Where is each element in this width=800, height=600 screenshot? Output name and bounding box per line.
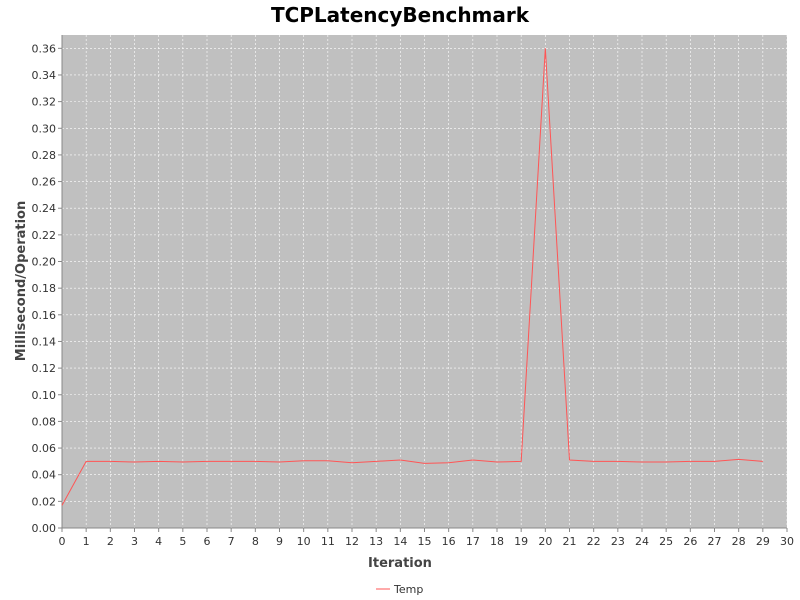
plot-area: [62, 35, 787, 528]
x-tick-label: 15: [418, 535, 432, 548]
x-tick-label: 0: [59, 535, 66, 548]
y-tick-label: 0.04: [32, 469, 57, 482]
y-axis-ticks: 0.00 0.02 0.04 0.06 0.08 0.10 0.12 0.14 0.16 0.18…: [32, 42, 62, 535]
y-tick-label: 0.08: [32, 415, 57, 428]
y-tick-label: 0.24: [32, 202, 57, 215]
y-tick-label: 0.26: [32, 176, 57, 189]
y-tick-label: 0.00: [32, 522, 57, 535]
x-tick-label: 6: [204, 535, 211, 548]
y-tick-label: 0.14: [32, 335, 57, 348]
x-tick-label: 24: [635, 535, 649, 548]
x-tick-label: 30: [780, 535, 794, 548]
y-tick-label: 0.10: [32, 389, 57, 402]
x-tick-label: 10: [297, 535, 311, 548]
x-tick-label: 12: [345, 535, 359, 548]
y-tick-label: 0.22: [32, 229, 57, 242]
x-tick-label: 5: [179, 535, 186, 548]
x-tick-label: 23: [611, 535, 625, 548]
x-tick-label: 9: [276, 535, 283, 548]
x-tick-label: 20: [538, 535, 552, 548]
x-tick-label: 28: [732, 535, 746, 548]
gridlines: [61, 35, 788, 529]
x-tick-label: 11: [321, 535, 335, 548]
y-tick-label: 0.34: [32, 69, 57, 82]
x-tick-label: 4: [155, 535, 162, 548]
x-tick-label: 27: [708, 535, 722, 548]
x-tick-label: 16: [442, 535, 456, 548]
legend-label-temp: Temp: [393, 583, 423, 596]
x-tick-label: 19: [514, 535, 528, 548]
x-tick-label: 14: [393, 535, 407, 548]
x-tick-label: 25: [659, 535, 673, 548]
x-tick-label: 1: [83, 535, 90, 548]
y-tick-label: 0.06: [32, 442, 57, 455]
x-tick-label: 21: [563, 535, 577, 548]
y-tick-label: 0.16: [32, 309, 57, 322]
x-axis-label: Iteration: [368, 556, 432, 571]
y-tick-label: 0.20: [32, 256, 57, 269]
legend: Temp: [376, 583, 423, 596]
series-layer: [61, 48, 763, 506]
y-tick-label: 0.28: [32, 149, 57, 162]
x-tick-label: 3: [131, 535, 138, 548]
x-tick-label: 13: [369, 535, 383, 548]
y-tick-label: 0.18: [32, 282, 57, 295]
y-tick-label: 0.32: [32, 96, 57, 109]
y-tick-label: 0.12: [32, 362, 57, 375]
x-tick-label: 2: [107, 535, 114, 548]
x-axis-ticks: 0 1 2 3 4 5 6 7 8 9 10 11 12 13 14 15 16 17 18 19 20 21 22 23 24…: [59, 528, 794, 548]
y-axis-label: Millisecond/Operation: [14, 201, 29, 361]
x-tick-label: 26: [683, 535, 697, 548]
x-tick-label: 17: [466, 535, 480, 548]
y-tick-label: 0.02: [32, 495, 57, 508]
x-tick-label: 22: [587, 535, 601, 548]
x-tick-label: 29: [756, 535, 770, 548]
series-line-temp: [61, 48, 763, 506]
y-tick-label: 0.36: [32, 42, 57, 55]
chart-title: TCPLatencyBenchmark: [271, 3, 530, 27]
x-tick-label: 8: [252, 535, 259, 548]
y-tick-label: 0.30: [32, 122, 57, 135]
x-tick-label: 18: [490, 535, 504, 548]
x-tick-label: 7: [228, 535, 235, 548]
